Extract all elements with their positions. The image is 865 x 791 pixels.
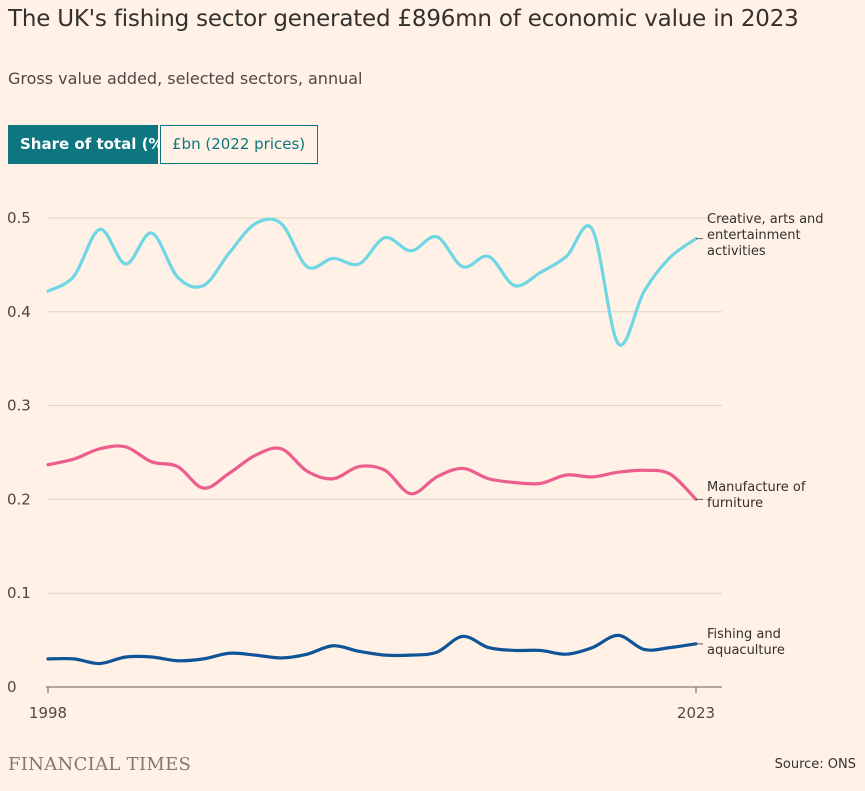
series-label-furniture: Manufacture of [707, 480, 806, 495]
source-note: Source: ONS [774, 757, 856, 772]
bn-2022-prices-toggle[interactable]: £bn (2022 prices) [160, 125, 318, 164]
y-tick-label: 0.1 [7, 584, 31, 602]
x-axis: 1998 2023 [29, 686, 722, 722]
chart-title: The UK's fishing sector generated £896mn… [8, 6, 799, 32]
x-tick-label: 2023 [677, 704, 715, 722]
series-label-creative: entertainment [707, 228, 801, 243]
series-label-creative: Creative, arts and [707, 212, 824, 227]
series-line-creative [46, 217, 698, 347]
x-tick-label: 1998 [29, 704, 67, 722]
series-labels: Creative, arts andentertainmentactivitie… [696, 212, 824, 658]
series-label-furniture: furniture [707, 496, 763, 511]
series-lines [46, 217, 698, 666]
grid-lines: 0 0.1 0.2 0.3 0.4 0.5 [7, 209, 722, 696]
y-tick-label: 0.3 [7, 397, 31, 415]
series-line-furniture [46, 444, 698, 501]
ft-logo: FINANCIAL TIMES [8, 754, 192, 775]
y-tick-label: 0 [7, 678, 17, 696]
series-label-creative: activities [707, 244, 766, 259]
y-tick-label: 0.2 [7, 490, 31, 508]
chart-subtitle: Gross value added, selected sectors, ann… [8, 69, 363, 88]
share-of-total-toggle[interactable]: Share of total (%) [8, 125, 170, 164]
series-label-fishing: aquaculture [707, 643, 785, 658]
series-label-fishing: Fishing and [707, 627, 781, 642]
series-line-fishing [46, 633, 698, 666]
y-tick-label: 0.4 [7, 303, 31, 321]
y-tick-label: 0.5 [7, 209, 31, 227]
